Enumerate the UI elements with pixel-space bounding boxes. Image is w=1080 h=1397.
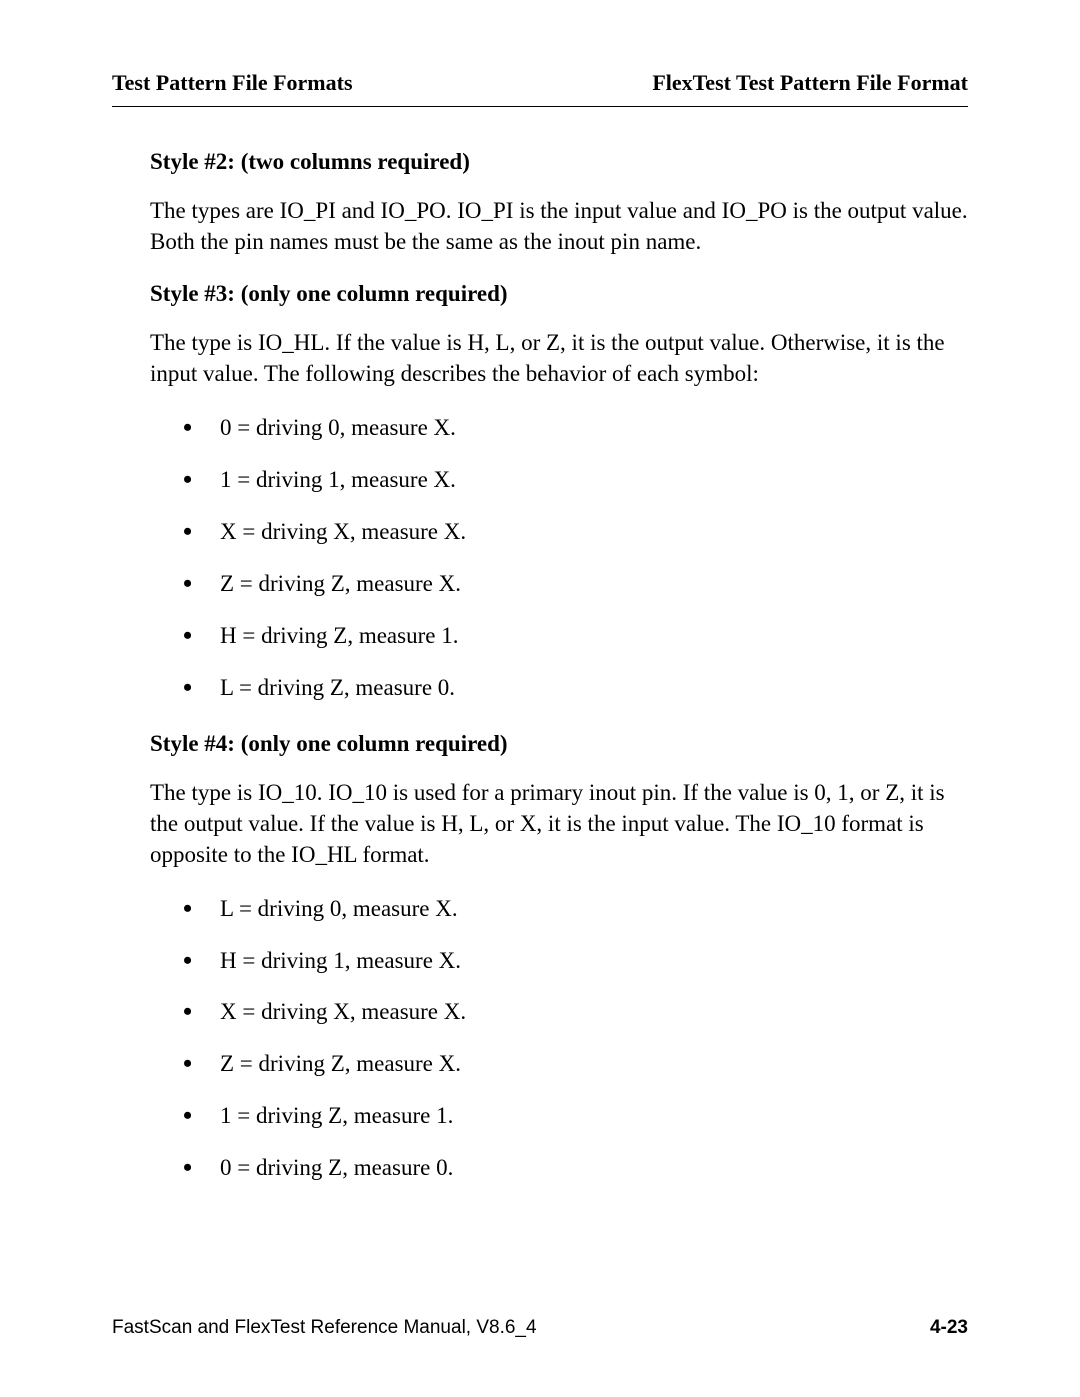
list-item: L = driving 0, measure X. xyxy=(150,894,968,924)
list-item: 0 = driving Z, measure 0. xyxy=(150,1153,968,1183)
list-item: X = driving X, measure X. xyxy=(150,517,968,547)
section-heading: Style #3: (only one column required) xyxy=(150,281,968,307)
list-item: H = driving 1, measure X. xyxy=(150,946,968,976)
list-item: Z = driving Z, measure X. xyxy=(150,569,968,599)
header-left: Test Pattern File Formats xyxy=(112,70,353,96)
section-style-2: Style #2: (two columns required) The typ… xyxy=(150,149,968,257)
section-paragraph: The type is IO_HL. If the value is H, L,… xyxy=(150,327,968,389)
running-header: Test Pattern File Formats FlexTest Test … xyxy=(112,70,968,107)
list-item: H = driving Z, measure 1. xyxy=(150,621,968,651)
list-item: X = driving X, measure X. xyxy=(150,997,968,1027)
section-paragraph: The type is IO_10. IO_10 is used for a p… xyxy=(150,777,968,870)
symbol-list: L = driving 0, measure X. H = driving 1,… xyxy=(150,894,968,1183)
footer-left: FastScan and FlexTest Reference Manual, … xyxy=(112,1317,537,1339)
list-item: 0 = driving 0, measure X. xyxy=(150,413,968,443)
list-item: Z = driving Z, measure X. xyxy=(150,1049,968,1079)
running-footer: FastScan and FlexTest Reference Manual, … xyxy=(112,1317,968,1339)
section-paragraph: The types are IO_PI and IO_PO. IO_PI is … xyxy=(150,195,968,257)
list-item: L = driving Z, measure 0. xyxy=(150,673,968,703)
section-style-4: Style #4: (only one column required) The… xyxy=(150,731,968,1183)
page-content: Style #2: (two columns required) The typ… xyxy=(112,107,968,1183)
list-item: 1 = driving Z, measure 1. xyxy=(150,1101,968,1131)
section-style-3: Style #3: (only one column required) The… xyxy=(150,281,968,702)
section-heading: Style #4: (only one column required) xyxy=(150,731,968,757)
list-item: 1 = driving 1, measure X. xyxy=(150,465,968,495)
symbol-list: 0 = driving 0, measure X. 1 = driving 1,… xyxy=(150,413,968,702)
footer-page-number: 4-23 xyxy=(930,1317,968,1339)
page: Test Pattern File Formats FlexTest Test … xyxy=(0,0,1080,1183)
header-right: FlexTest Test Pattern File Format xyxy=(652,70,968,96)
section-heading: Style #2: (two columns required) xyxy=(150,149,968,175)
